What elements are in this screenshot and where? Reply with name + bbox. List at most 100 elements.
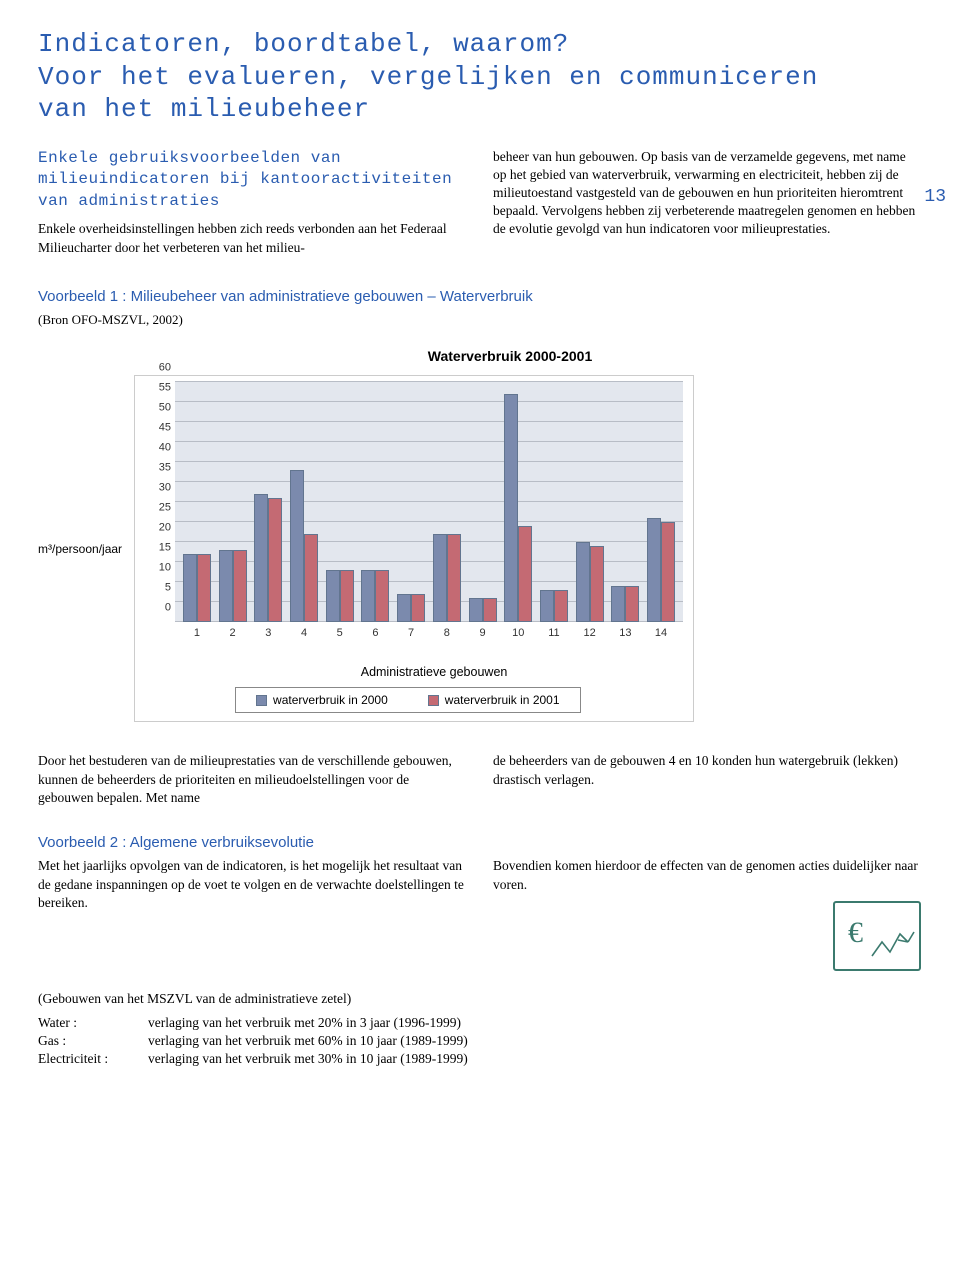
bar <box>554 590 568 622</box>
table-row: Gas : verlaging van het verbruik met 60%… <box>38 1032 922 1050</box>
bar <box>661 522 675 622</box>
y-tick: 10 <box>141 560 171 575</box>
bar <box>518 526 532 622</box>
legend-item: waterverbruik in 2001 <box>428 692 560 708</box>
bar-group: 5 <box>326 382 354 622</box>
bar-group: 8 <box>433 382 461 622</box>
example1-source: (Bron OFO-MSZVL, 2002) <box>38 311 922 329</box>
row-label-gas: Gas : <box>38 1032 148 1050</box>
bar <box>326 570 340 622</box>
bar-group: 12 <box>576 382 604 622</box>
svg-text:€: € <box>848 916 863 949</box>
y-tick: 25 <box>141 500 171 515</box>
bar <box>469 598 483 622</box>
y-tick: 35 <box>141 460 171 475</box>
intro-col-1: Enkele gebruiksvoorbeelden van milieuind… <box>38 148 467 257</box>
bar <box>411 594 425 622</box>
chart-legend: waterverbruik in 2000waterverbruik in 20… <box>235 687 580 713</box>
bar-group: 4 <box>290 382 318 622</box>
title-line-3: van het milieubeheer <box>38 94 370 124</box>
bar <box>197 554 211 622</box>
x-tick: 6 <box>372 626 378 641</box>
bar <box>576 542 590 622</box>
row-label-elec: Electriciteit : <box>38 1050 148 1068</box>
y-axis-label: m³/persoon/jaar <box>38 541 122 557</box>
chart-plot: 1234567891011121314 05101520253035404550… <box>175 382 683 642</box>
bar <box>183 554 197 622</box>
x-tick: 1 <box>194 626 200 641</box>
bar <box>304 534 318 622</box>
y-tick: 45 <box>141 420 171 435</box>
intro-columns: Enkele gebruiksvoorbeelden van milieuind… <box>38 148 922 257</box>
y-tick: 15 <box>141 540 171 555</box>
title-line-1: Indicatoren, boordtabel, waarom? <box>38 29 569 59</box>
bar <box>290 470 304 622</box>
x-tick: 7 <box>408 626 414 641</box>
consumption-table: Water : verlaging van het verbruik met 2… <box>38 1014 922 1069</box>
bar-group: 3 <box>254 382 282 622</box>
euro-chart-icon: € <box>832 900 922 972</box>
x-tick: 11 <box>548 626 559 641</box>
bar-group: 6 <box>361 382 389 622</box>
y-tick: 5 <box>141 580 171 595</box>
bar <box>625 586 639 622</box>
intro-col-2: beheer van hun gebouwen. Op basis van de… <box>493 148 922 257</box>
bar-group: 10 <box>504 382 532 622</box>
x-tick: 3 <box>265 626 271 641</box>
row-label-water: Water : <box>38 1014 148 1032</box>
y-tick: 55 <box>141 380 171 395</box>
bar-group: 7 <box>397 382 425 622</box>
x-tick: 8 <box>444 626 450 641</box>
bar <box>433 534 447 622</box>
y-tick: 40 <box>141 440 171 455</box>
example2-col1: Met het jaarlijks opvolgen van de indica… <box>38 857 467 971</box>
x-tick: 12 <box>584 626 596 641</box>
chart-block: Waterverbruik 2000-2001 m³/persoon/jaar … <box>38 347 922 723</box>
bar <box>254 494 268 622</box>
bar <box>233 550 247 622</box>
intro-heading: Enkele gebruiksvoorbeelden van milieuind… <box>38 148 467 213</box>
bar <box>268 498 282 622</box>
row-text-water: verlaging van het verbruik met 20% in 3 … <box>148 1014 461 1032</box>
y-tick: 30 <box>141 480 171 495</box>
intro-text-1: Enkele overheidsinstellingen hebben zich… <box>38 220 467 256</box>
table-row: Electriciteit : verlaging van het verbru… <box>38 1050 922 1068</box>
bar-group: 1 <box>183 382 211 622</box>
x-tick: 10 <box>512 626 524 641</box>
x-tick: 2 <box>230 626 236 641</box>
x-tick: 5 <box>337 626 343 641</box>
example1-below-1: Door het bestuderen van de milieuprestat… <box>38 752 467 807</box>
row-text-elec: verlaging van het verbruik met 30% in 10… <box>148 1050 468 1068</box>
example1-below-columns: Door het bestuderen van de milieuprestat… <box>38 752 922 807</box>
example1-title: Voorbeeld 1 : Milieubeheer van administr… <box>38 287 922 307</box>
x-tick: 14 <box>655 626 667 641</box>
x-tick: 9 <box>479 626 485 641</box>
chart-bars: 1234567891011121314 <box>175 382 683 622</box>
bar <box>361 570 375 622</box>
bar-group: 14 <box>647 382 675 622</box>
x-tick: 4 <box>301 626 307 641</box>
chart-title: Waterverbruik 2000-2001 <box>98 347 922 366</box>
table-row: Water : verlaging van het verbruik met 2… <box>38 1014 922 1032</box>
bar-group: 11 <box>540 382 568 622</box>
bar <box>540 590 554 622</box>
bar <box>504 394 518 622</box>
y-tick: 0 <box>141 600 171 615</box>
bar <box>397 594 411 622</box>
y-tick: 60 <box>141 360 171 375</box>
bar-group: 13 <box>611 382 639 622</box>
chart-frame: 1234567891011121314 05101520253035404550… <box>134 375 694 722</box>
bar <box>590 546 604 622</box>
example2-col2-wrap: Bovendien komen hierdoor de effecten van… <box>493 857 922 971</box>
bar-group: 9 <box>469 382 497 622</box>
title-line-2: Voor het evalueren, vergelijken en commu… <box>38 62 818 92</box>
bar <box>219 550 233 622</box>
page-title: Indicatoren, boordtabel, waarom? Voor he… <box>38 28 922 126</box>
example2-col2: Bovendien komen hierdoor de effecten van… <box>493 857 922 893</box>
bar <box>340 570 354 622</box>
x-tick: 13 <box>619 626 631 641</box>
example2-title: Voorbeeld 2 : Algemene verbruiksevolutie <box>38 833 922 853</box>
bar <box>611 586 625 622</box>
bar-group: 2 <box>219 382 247 622</box>
row-text-gas: verlaging van het verbruik met 60% in 10… <box>148 1032 468 1050</box>
